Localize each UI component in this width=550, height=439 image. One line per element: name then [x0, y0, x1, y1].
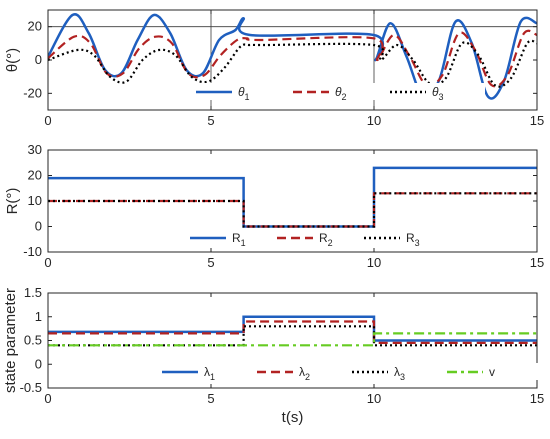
axes-frame — [47, 292, 538, 389]
x-tick-label: 10 — [367, 113, 381, 128]
y-tick-label: 10 — [28, 193, 42, 208]
series-line-1-3 — [48, 39, 537, 88]
series-group — [48, 315, 537, 347]
y-tick-label: -20 — [23, 85, 42, 100]
axes-frame — [47, 9, 538, 111]
x-tick-label: 0 — [44, 113, 51, 128]
legend-label: θ2 — [335, 85, 347, 102]
x-tick-label: 5 — [207, 113, 214, 128]
series-line-3-3 — [48, 325, 537, 347]
series-line-1-1 — [48, 13, 537, 100]
y-tick-label: 0 — [35, 52, 42, 67]
legend-label: λ2 — [299, 365, 310, 382]
legend-bg — [158, 363, 540, 380]
legend-label: R1 — [232, 231, 246, 248]
legend: λ1 λ2 λ3 v — [158, 363, 540, 382]
y-tick-label: 0 — [35, 356, 42, 371]
series-line-3-2 — [48, 320, 537, 344]
y-tick-label: 1.5 — [24, 285, 42, 300]
legend-label: λ1 — [204, 365, 215, 382]
x-tick-label: 10 — [367, 391, 381, 406]
series-group — [48, 13, 537, 100]
x-tick-label: 15 — [530, 113, 544, 128]
legend-label: θ3 — [432, 85, 444, 102]
x-tick-label: 5 — [207, 391, 214, 406]
legend-label: θ1 — [238, 85, 250, 102]
y-tick-label: 20 — [28, 19, 42, 34]
legend-label: v — [489, 365, 495, 379]
y-axis-label: θ(°) — [4, 48, 21, 72]
y-tick-label: -10 — [23, 244, 42, 259]
legend-label: R2 — [319, 231, 333, 248]
x-tick-label: 15 — [530, 255, 544, 270]
y-tick-label: 1 — [35, 309, 42, 324]
y-tick-label: 0 — [35, 219, 42, 234]
y-tick-label: 20 — [28, 168, 42, 183]
series-line-1-2 — [48, 29, 537, 88]
y-axis-label: state parameter — [2, 288, 19, 393]
legend: R1 R2 R3 — [186, 229, 449, 248]
legend-bg — [186, 229, 449, 246]
legend-label: R3 — [406, 231, 420, 248]
x-tick-label: 15 — [530, 391, 544, 406]
axes-frame — [47, 149, 538, 253]
x-tick-label: 0 — [44, 391, 51, 406]
series-line-3-4 — [48, 332, 537, 347]
y-tick-label: -0.5 — [20, 380, 42, 395]
y-tick-label: 30 — [28, 142, 42, 157]
series-line-2-3 — [48, 192, 537, 228]
x-tick-label: 10 — [367, 255, 381, 270]
x-tick-label: 0 — [44, 255, 51, 270]
legend-bg — [192, 83, 485, 100]
series-line-3-1 — [48, 315, 537, 342]
y-axis-label: R(°) — [4, 188, 21, 215]
legend-label: λ3 — [394, 365, 405, 382]
x-tick-label: 5 — [207, 255, 214, 270]
series-group — [48, 166, 537, 228]
legend: θ1 θ2 θ3 — [192, 83, 485, 102]
x-axis-label: t(s) — [282, 409, 304, 426]
y-tick-label: 0.5 — [24, 333, 42, 348]
